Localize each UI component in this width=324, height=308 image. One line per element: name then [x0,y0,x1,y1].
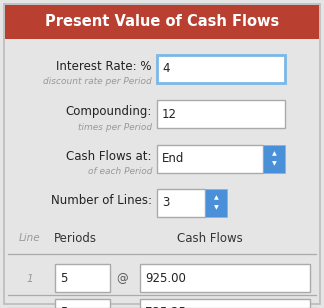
Text: 1: 1 [27,274,33,284]
Bar [140,299,310,308]
Text: 12: 12 [162,107,177,120]
Text: Cash Flows: Cash Flows [177,232,243,245]
Bar [140,264,310,292]
Bar [157,189,205,217]
Bar [263,145,285,173]
Bar [5,5,319,39]
Text: ▼: ▼ [214,205,218,211]
Text: times per Period: times per Period [78,123,152,132]
Text: 725.25: 725.25 [145,306,186,308]
Text: Periods: Periods [53,232,97,245]
Bar [157,55,285,83]
Text: Compounding:: Compounding: [66,106,152,119]
Bar [157,145,263,173]
Bar [55,264,110,292]
Text: Line: Line [19,233,41,243]
Text: @: @ [116,307,128,308]
Text: 5: 5 [60,306,67,308]
Text: Present Value of Cash Flows: Present Value of Cash Flows [45,14,279,30]
Text: ▲: ▲ [272,152,276,156]
Text: @: @ [116,273,128,286]
Text: 4: 4 [162,63,169,75]
Bar [205,189,227,217]
Text: Number of Lines:: Number of Lines: [51,193,152,206]
Text: End: End [162,152,184,165]
Text: Interest Rate: %: Interest Rate: % [56,60,152,74]
Bar [55,299,110,308]
Text: ▲: ▲ [214,196,218,201]
Bar [157,100,285,128]
Text: Cash Flows at:: Cash Flows at: [66,151,152,164]
Text: of each Period: of each Period [87,168,152,176]
Text: 925.00: 925.00 [145,271,186,285]
Text: 5: 5 [60,271,67,285]
Text: discount rate per Period: discount rate per Period [43,78,152,87]
Text: ▼: ▼ [272,161,276,167]
Text: 3: 3 [162,197,169,209]
